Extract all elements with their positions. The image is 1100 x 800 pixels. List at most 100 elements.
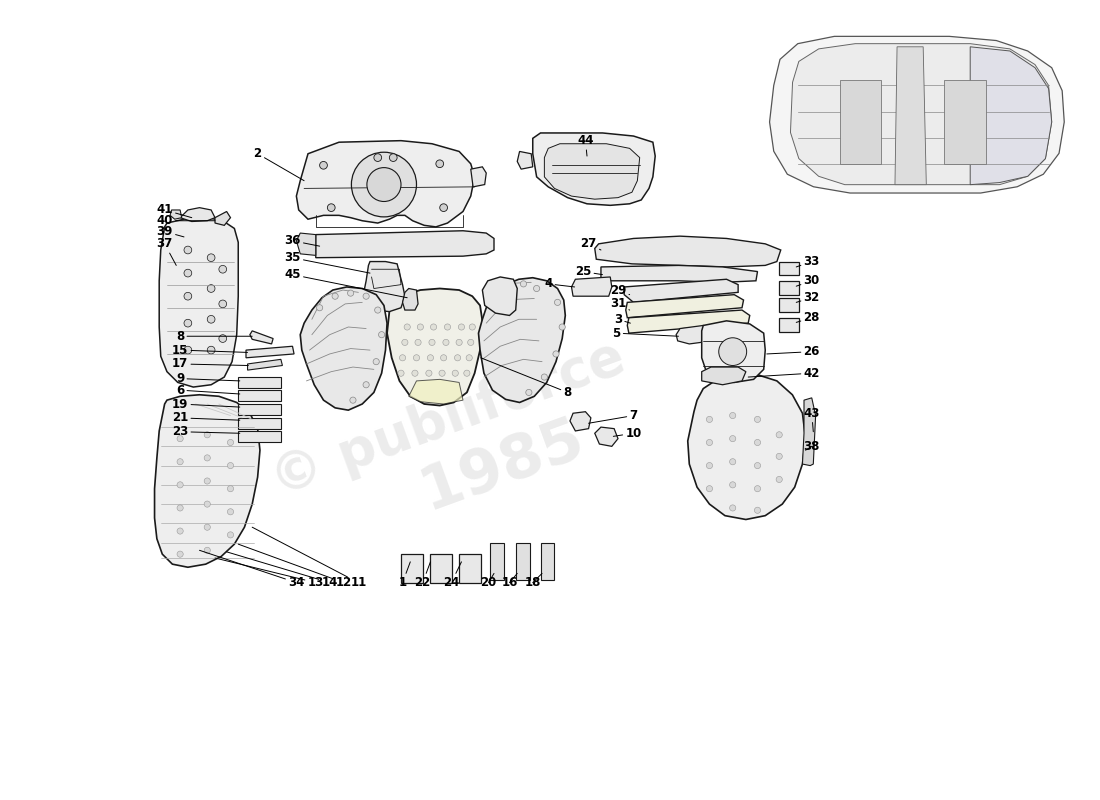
- Text: 44: 44: [578, 134, 594, 156]
- Circle shape: [402, 339, 408, 346]
- Text: 42: 42: [748, 366, 820, 380]
- Circle shape: [755, 462, 760, 469]
- Text: 31: 31: [609, 298, 629, 310]
- Text: 37: 37: [156, 238, 176, 266]
- Circle shape: [184, 346, 191, 354]
- Circle shape: [777, 476, 782, 482]
- Circle shape: [729, 458, 736, 465]
- Circle shape: [328, 204, 336, 211]
- Polygon shape: [239, 390, 280, 401]
- Text: 7: 7: [588, 409, 638, 423]
- Polygon shape: [409, 379, 463, 404]
- Circle shape: [464, 370, 470, 376]
- Polygon shape: [170, 210, 182, 219]
- Circle shape: [706, 462, 713, 469]
- Text: 45: 45: [284, 268, 407, 298]
- Circle shape: [228, 532, 233, 538]
- Polygon shape: [387, 289, 483, 406]
- Polygon shape: [517, 151, 532, 169]
- Circle shape: [426, 370, 432, 376]
- Circle shape: [456, 339, 462, 346]
- Circle shape: [205, 432, 210, 438]
- Polygon shape: [570, 412, 591, 431]
- Circle shape: [493, 293, 498, 299]
- Circle shape: [430, 324, 437, 330]
- Circle shape: [452, 370, 459, 376]
- Polygon shape: [702, 321, 766, 382]
- Polygon shape: [627, 310, 750, 333]
- Polygon shape: [483, 277, 517, 315]
- Circle shape: [411, 370, 418, 376]
- Circle shape: [706, 486, 713, 492]
- Circle shape: [459, 324, 464, 330]
- Circle shape: [320, 162, 328, 169]
- Circle shape: [367, 168, 402, 202]
- Text: 30: 30: [796, 274, 820, 287]
- Polygon shape: [944, 80, 986, 164]
- Circle shape: [417, 324, 424, 330]
- Text: 9: 9: [176, 372, 240, 385]
- Circle shape: [219, 300, 227, 308]
- Polygon shape: [471, 167, 486, 187]
- Circle shape: [706, 439, 713, 446]
- Circle shape: [184, 270, 191, 277]
- Text: 25: 25: [575, 265, 603, 278]
- Circle shape: [219, 266, 227, 273]
- Circle shape: [468, 339, 474, 346]
- Polygon shape: [459, 554, 481, 583]
- Circle shape: [429, 339, 436, 346]
- Polygon shape: [478, 278, 565, 402]
- Polygon shape: [403, 289, 418, 310]
- Circle shape: [436, 160, 443, 168]
- Polygon shape: [364, 262, 405, 312]
- Polygon shape: [180, 208, 214, 222]
- Polygon shape: [779, 298, 799, 312]
- Circle shape: [207, 254, 215, 262]
- Circle shape: [205, 547, 210, 554]
- Polygon shape: [601, 266, 758, 282]
- Circle shape: [777, 454, 782, 459]
- Circle shape: [404, 324, 410, 330]
- Polygon shape: [246, 346, 294, 358]
- Text: 21: 21: [172, 411, 240, 424]
- Polygon shape: [239, 377, 280, 388]
- Polygon shape: [676, 326, 715, 344]
- Text: 32: 32: [796, 291, 820, 304]
- Text: 19: 19: [172, 398, 240, 410]
- Circle shape: [398, 370, 404, 376]
- Polygon shape: [970, 46, 1052, 185]
- Polygon shape: [239, 418, 280, 429]
- Circle shape: [755, 507, 760, 514]
- Circle shape: [228, 439, 233, 446]
- Text: 17: 17: [172, 358, 249, 370]
- Text: 15: 15: [172, 344, 248, 357]
- Circle shape: [755, 439, 760, 446]
- Text: 18: 18: [525, 574, 542, 589]
- Text: 29: 29: [609, 283, 629, 297]
- Circle shape: [374, 154, 382, 162]
- Text: 36: 36: [284, 234, 320, 247]
- Text: 33: 33: [796, 255, 820, 268]
- Circle shape: [439, 370, 446, 376]
- Text: 20: 20: [481, 574, 497, 589]
- Polygon shape: [688, 374, 805, 519]
- Text: 16: 16: [502, 574, 518, 589]
- Polygon shape: [895, 46, 926, 185]
- Circle shape: [440, 354, 447, 361]
- Circle shape: [363, 382, 370, 388]
- Text: 11: 11: [252, 527, 366, 589]
- Circle shape: [415, 339, 421, 346]
- Text: 43: 43: [804, 406, 820, 432]
- Polygon shape: [803, 398, 815, 466]
- Polygon shape: [296, 141, 474, 227]
- Text: 23: 23: [172, 426, 240, 438]
- Text: 6: 6: [176, 384, 240, 397]
- Polygon shape: [779, 281, 799, 294]
- Polygon shape: [779, 318, 799, 332]
- Circle shape: [553, 351, 559, 357]
- Circle shape: [228, 486, 233, 492]
- Text: 13: 13: [214, 558, 323, 589]
- Polygon shape: [532, 133, 656, 206]
- Polygon shape: [702, 367, 746, 385]
- Circle shape: [207, 346, 215, 354]
